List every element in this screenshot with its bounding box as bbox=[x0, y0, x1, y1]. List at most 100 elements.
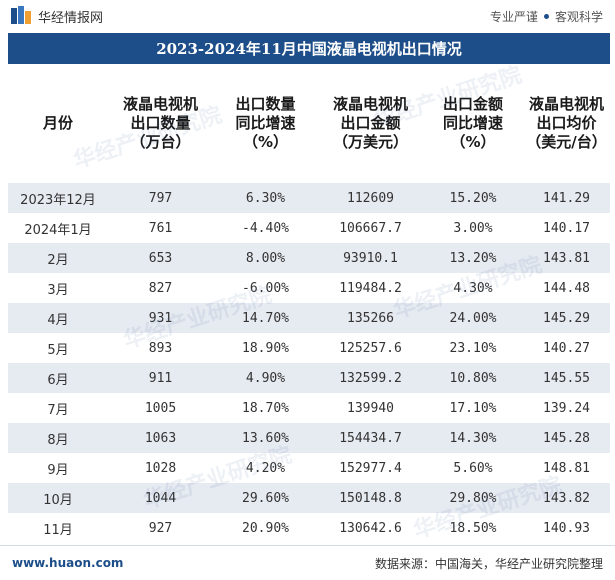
cell-value-growth: 5.60% bbox=[453, 460, 493, 476]
table-row: 9月 1028 4.20% 152977.4 5.60% 148.81 bbox=[8, 453, 610, 483]
cell-month: 6月 bbox=[47, 372, 69, 388]
cell-month: 8月 bbox=[47, 432, 69, 448]
cell-export-quantity: 1005 bbox=[144, 400, 177, 416]
data-table: 月份 液晶电视机 出口数量 （万台） 出口数量 同比增速 （%） 液晶电视机 出… bbox=[8, 64, 610, 543]
cell-export-quantity: 797 bbox=[148, 190, 173, 206]
cell-export-quantity: 931 bbox=[148, 310, 173, 326]
cell-average-price: 145.55 bbox=[543, 370, 590, 386]
cell-export-value: 125257.6 bbox=[339, 340, 402, 356]
cell-value-growth: 24.00% bbox=[449, 310, 497, 326]
table-row: 2024年1月 761 -4.40% 106667.7 3.00% 140.17 bbox=[8, 213, 610, 243]
separator-dot-icon bbox=[543, 13, 549, 19]
brand-name: 华经情报网 bbox=[38, 10, 104, 26]
cell-average-price: 144.48 bbox=[543, 280, 590, 296]
cell-export-quantity: 1063 bbox=[144, 430, 177, 446]
table-row: 11月 927 20.90% 130642.6 18.50% 140.93 bbox=[8, 513, 610, 543]
cell-average-price: 148.81 bbox=[543, 460, 590, 476]
cell-month: 9月 bbox=[47, 462, 69, 478]
header-export-quantity: 液晶电视机 出口数量 （万台） bbox=[122, 95, 198, 151]
cell-quantity-growth: 14.70% bbox=[242, 310, 289, 326]
cell-value-growth: 10.80% bbox=[449, 370, 497, 386]
cell-month: 2月 bbox=[47, 252, 69, 268]
cell-quantity-growth: 18.70% bbox=[242, 400, 289, 416]
cell-value-growth: 18.50% bbox=[449, 520, 497, 536]
cell-average-price: 143.82 bbox=[543, 490, 590, 506]
table-row: 7月 1005 18.70% 139940 17.10% 139.24 bbox=[8, 393, 610, 423]
table-body: 2023年12月 797 6.30% 112609 15.20% 141.29 2024年1… bbox=[8, 183, 610, 543]
table-title: 2023-2024年11月中国液晶电视机出口情况 bbox=[8, 33, 610, 64]
cell-export-quantity: 1028 bbox=[144, 460, 177, 476]
cell-export-value: 119484.2 bbox=[339, 280, 402, 296]
header-export-value: 液晶电视机 出口金额 （万美元） bbox=[332, 95, 408, 151]
cell-quantity-growth: 8.00% bbox=[245, 250, 286, 266]
cell-export-value: 154434.7 bbox=[339, 430, 402, 446]
cell-value-growth: 29.80% bbox=[449, 490, 497, 506]
top-bar: 华经情报网 专业严谨 客观科学 bbox=[0, 0, 615, 32]
cell-export-quantity: 1044 bbox=[144, 490, 177, 506]
cell-quantity-growth: 29.60% bbox=[242, 490, 289, 506]
huajing-logo-icon bbox=[11, 6, 31, 24]
cell-export-value: 132599.2 bbox=[339, 370, 402, 386]
slogan-right: 客观科学 bbox=[554, 9, 603, 24]
cell-average-price: 141.29 bbox=[543, 190, 590, 206]
table-row: 2月 653 8.00% 93910.1 13.20% 143.81 bbox=[8, 243, 610, 273]
cell-average-price: 140.27 bbox=[543, 340, 590, 356]
cell-average-price: 145.28 bbox=[543, 430, 590, 446]
cell-quantity-growth: 6.30% bbox=[245, 190, 286, 206]
table-row: 3月 827 -6.00% 119484.2 4.30% 144.48 bbox=[8, 273, 610, 303]
cell-export-quantity: 761 bbox=[148, 220, 173, 236]
cell-export-value: 93910.1 bbox=[343, 250, 398, 266]
cell-quantity-growth: 4.90% bbox=[245, 370, 286, 386]
cell-value-growth: 14.30% bbox=[449, 430, 497, 446]
cell-month: 11月 bbox=[43, 522, 73, 538]
cell-month: 2023年12月 bbox=[20, 192, 96, 208]
cell-average-price: 145.29 bbox=[543, 310, 590, 326]
cell-quantity-growth: 13.60% bbox=[242, 430, 289, 446]
header-quantity-growth: 出口数量 同比增速 （%） bbox=[235, 95, 296, 151]
cell-quantity-growth: 4.20% bbox=[245, 460, 286, 476]
table-row: 6月 911 4.90% 132599.2 10.80% 145.55 bbox=[8, 363, 610, 393]
cell-export-quantity: 893 bbox=[148, 340, 173, 356]
cell-export-value: 106667.7 bbox=[339, 220, 402, 236]
cell-month: 3月 bbox=[47, 282, 69, 298]
cell-average-price: 143.81 bbox=[543, 250, 590, 266]
table-row: 5月 893 18.90% 125257.6 23.10% 140.27 bbox=[8, 333, 610, 363]
data-source: 数据来源：中国海关，华经产业研究院整理 bbox=[374, 556, 603, 571]
header-value-growth: 出口金额 同比增速 （%） bbox=[442, 95, 503, 151]
table-row: 4月 931 14.70% 135266 24.00% 145.29 bbox=[8, 303, 610, 333]
cell-export-quantity: 927 bbox=[148, 520, 173, 536]
cell-value-growth: 17.10% bbox=[449, 400, 497, 416]
table-row: 8月 1063 13.60% 154434.7 14.30% 145.28 bbox=[8, 423, 610, 453]
cell-average-price: 140.93 bbox=[543, 520, 590, 536]
header-average-price: 液晶电视机 出口均价 （美元/台） bbox=[526, 95, 607, 151]
cell-month: 2024年1月 bbox=[24, 222, 92, 238]
cell-average-price: 139.24 bbox=[543, 400, 590, 416]
table-header-row: 月份 液晶电视机 出口数量 （万台） 出口数量 同比增速 （%） 液晶电视机 出… bbox=[8, 64, 610, 183]
slogan-left: 专业严谨 bbox=[489, 9, 538, 24]
footer: www.huaon.com 数据来源：中国海关，华经产业研究院整理 bbox=[0, 545, 615, 580]
slogan: 专业严谨 客观科学 bbox=[490, 8, 603, 25]
cell-month: 4月 bbox=[47, 312, 69, 328]
cell-export-value: 150148.8 bbox=[339, 490, 402, 506]
cell-value-growth: 13.20% bbox=[449, 250, 497, 266]
cell-quantity-growth: -6.00% bbox=[242, 280, 289, 296]
cell-average-price: 140.17 bbox=[543, 220, 590, 236]
cell-export-value: 112609 bbox=[347, 190, 394, 206]
cell-export-quantity: 827 bbox=[148, 280, 173, 296]
cell-value-growth: 4.30% bbox=[453, 280, 493, 296]
header-month: 月份 bbox=[42, 114, 73, 132]
cell-quantity-growth: 18.90% bbox=[242, 340, 289, 356]
website-link[interactable]: www.huaon.com bbox=[12, 556, 124, 570]
cell-export-value: 152977.4 bbox=[339, 460, 402, 476]
cell-month: 5月 bbox=[47, 342, 69, 358]
brand[interactable]: 华经情报网 bbox=[10, 5, 103, 27]
cell-export-quantity: 911 bbox=[148, 370, 173, 386]
cell-export-value: 130642.6 bbox=[339, 520, 402, 536]
cell-month: 7月 bbox=[47, 402, 69, 418]
cell-value-growth: 15.20% bbox=[449, 190, 497, 206]
cell-export-quantity: 653 bbox=[148, 250, 173, 266]
cell-value-growth: 3.00% bbox=[453, 220, 493, 236]
table-row: 2023年12月 797 6.30% 112609 15.20% 141.29 bbox=[8, 183, 610, 213]
table-row: 10月 1044 29.60% 150148.8 29.80% 143.82 bbox=[8, 483, 610, 513]
cell-value-growth: 23.10% bbox=[449, 340, 497, 356]
